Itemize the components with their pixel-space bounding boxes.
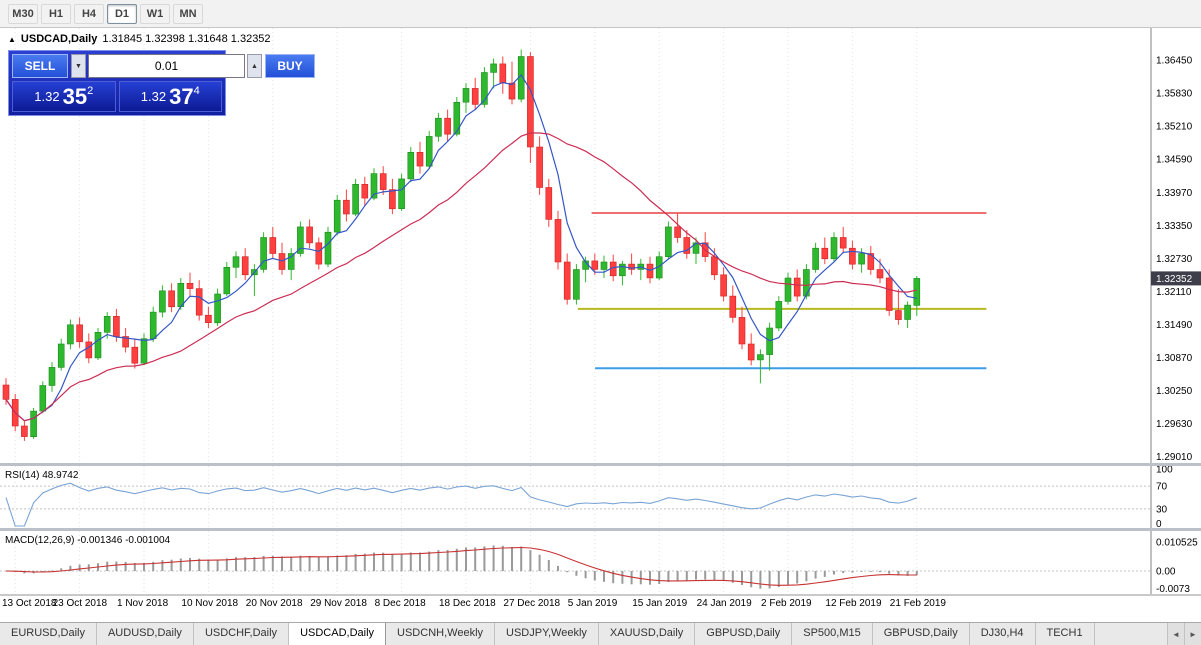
volume-control: ▼ ▲ <box>71 54 262 78</box>
date-label: 18 Dec 2018 <box>439 598 496 609</box>
panel-splitter[interactable] <box>0 594 1201 596</box>
panel-splitter[interactable] <box>0 528 1201 531</box>
chart-tabs-bar: EURUSD,Daily AUDUSD,Daily USDCHF,Daily USDC… <box>0 622 1201 645</box>
volume-input[interactable] <box>88 54 245 78</box>
svg-text:1.35210: 1.35210 <box>1156 122 1193 133</box>
date-label: 15 Jan 2019 <box>632 598 688 609</box>
svg-text:1.34590: 1.34590 <box>1156 155 1193 166</box>
svg-text:1.32110: 1.32110 <box>1156 287 1192 298</box>
chart-tab-usdcad-daily[interactable]: USDCAD,Daily <box>289 623 387 645</box>
price-chart-canvas[interactable]: 1.36450 1.35830 1.35210 1.34590 1.33970 1.333… <box>0 28 1201 463</box>
sell-button[interactable]: SELL <box>12 54 68 78</box>
macd-canvas[interactable]: 0.010525 0.00 -0.0073 <box>0 531 1201 594</box>
chart-tab-usdjpy-weekly[interactable]: USDJPY,Weekly <box>495 623 599 645</box>
svg-text:1.33970: 1.33970 <box>1156 188 1193 199</box>
buy-price-point: 4 <box>193 85 200 97</box>
rsi-indicator-label: RSI(14) 48.9742 <box>5 470 79 481</box>
rsi-canvas[interactable]: 100 70 30 0 <box>0 466 1201 528</box>
svg-text:1.35830: 1.35830 <box>1156 89 1193 100</box>
chart-tab-usdcnh-weekly[interactable]: USDCNH,Weekly <box>386 623 496 645</box>
date-label: 2 Feb 2019 <box>761 598 812 609</box>
svg-text:0: 0 <box>1156 519 1162 528</box>
timeframe-d1-button[interactable]: D1 <box>107 3 137 24</box>
date-label: 20 Nov 2018 <box>245 598 303 609</box>
svg-text:1.29010: 1.29010 <box>1156 452 1193 463</box>
chart-tab-sp500-m15[interactable]: SP500,M15 <box>792 623 873 645</box>
chart-tab-xauusd-daily[interactable]: XAUUSD,Daily <box>599 623 696 645</box>
date-label: 24 Jan 2019 <box>696 598 752 609</box>
macd-panel[interactable]: 0.010525 0.00 -0.0073 <box>0 531 1201 594</box>
macd-indicator-label: MACD(12,26,9) -0.001346 -0.001004 <box>5 535 171 546</box>
svg-text:100: 100 <box>1156 466 1173 476</box>
volume-decrease-button[interactable]: ▼ <box>71 54 86 78</box>
svg-text:0.00: 0.00 <box>1156 567 1176 578</box>
rsi-panel[interactable]: 100 70 30 0 <box>0 466 1201 528</box>
svg-text:-0.0073: -0.0073 <box>1156 584 1190 594</box>
date-label: 13 Oct 2018 <box>2 598 57 609</box>
tabs-scroll-left-button[interactable]: ◄ <box>1167 623 1184 645</box>
svg-text:30: 30 <box>1156 504 1168 515</box>
buy-price-pips: 37 <box>169 83 194 109</box>
timeframe-toolbar: M30 H1 H4 D1 W1 MN <box>0 0 1201 28</box>
date-label: 21 Feb 2019 <box>889 598 946 609</box>
svg-text:1.30250: 1.30250 <box>1156 386 1193 397</box>
date-label: 1 Nov 2018 <box>117 598 169 609</box>
date-label: 23 Oct 2018 <box>52 598 108 609</box>
chart-tab-dj30-h4[interactable]: DJ30,H4 <box>970 623 1036 645</box>
chart-symbol-label: USDCAD,Daily <box>20 33 98 45</box>
chart-ohlc-values: 1.31845 1.32398 1.31648 1.32352 <box>102 33 271 45</box>
timeframe-m30-button[interactable]: M30 <box>8 3 38 24</box>
tabs-scroll-right-button[interactable]: ► <box>1184 623 1201 645</box>
volume-increase-button[interactable]: ▲ <box>247 54 262 78</box>
date-label: 29 Nov 2018 <box>310 598 367 609</box>
trade-controls-row: SELL ▼ ▲ BUY <box>12 54 315 78</box>
svg-text:1.36450: 1.36450 <box>1156 56 1193 67</box>
chart-title: ▲ USDCAD,Daily 1.31845 1.32398 1.31648 1… <box>8 33 271 45</box>
chart-tab-audusd-daily[interactable]: AUDUSD,Daily <box>97 623 194 645</box>
buy-price-display[interactable]: 1.32 37 4 <box>118 81 222 112</box>
chart-tabs: EURUSD,Daily AUDUSD,Daily USDCHF,Daily USDC… <box>0 623 1167 645</box>
chart-tab-usdchf-daily[interactable]: USDCHF,Daily <box>194 623 290 645</box>
date-label: 12 Feb 2019 <box>825 598 882 609</box>
sell-price-display[interactable]: 1.32 35 2 <box>12 81 116 112</box>
svg-text:1.32352: 1.32352 <box>1156 274 1193 285</box>
trade-prices-row: 1.32 35 2 1.32 37 4 <box>12 81 222 112</box>
svg-text:1.33350: 1.33350 <box>1156 221 1193 232</box>
timeframe-mn-button[interactable]: MN <box>173 3 203 24</box>
tab-scroll-controls: ◄ ► <box>1167 623 1201 645</box>
svg-text:1.32730: 1.32730 <box>1156 254 1193 265</box>
panel-splitter[interactable] <box>0 463 1201 466</box>
panel-collapse-icon[interactable]: ▲ <box>8 34 16 44</box>
timeframe-w1-button[interactable]: W1 <box>140 3 170 24</box>
chart-tab-gbpusd-daily[interactable]: GBPUSD,Daily <box>873 623 970 645</box>
date-label: 8 Dec 2018 <box>374 598 426 609</box>
buy-button[interactable]: BUY <box>265 54 315 78</box>
chart-tab-eurusd-daily[interactable]: EURUSD,Daily <box>0 623 97 645</box>
sell-price-point: 2 <box>87 85 94 97</box>
svg-text:70: 70 <box>1156 482 1168 493</box>
svg-text:1.29630: 1.29630 <box>1156 419 1193 430</box>
chart-tab-tech1[interactable]: TECH1 <box>1036 623 1095 645</box>
chart-tab-gbpusd-daily[interactable]: GBPUSD,Daily <box>695 623 793 645</box>
date-axis[interactable]: 13 Oct 2018 23 Oct 2018 1 Nov 2018 10 Nov 2… <box>0 597 1201 613</box>
timeframe-h1-button[interactable]: H1 <box>41 3 71 24</box>
svg-text:1.31490: 1.31490 <box>1156 320 1193 331</box>
sell-price-pips: 35 <box>62 83 88 109</box>
date-label: 27 Dec 2018 <box>503 598 561 609</box>
svg-text:1.30870: 1.30870 <box>1156 353 1193 364</box>
timeframe-h4-button[interactable]: H4 <box>74 3 104 24</box>
date-label: 10 Nov 2018 <box>181 598 239 609</box>
buy-price-main: 1.32 <box>140 89 167 104</box>
sell-price-main: 1.32 <box>34 89 60 104</box>
svg-text:0.010525: 0.010525 <box>1156 538 1198 549</box>
date-label: 5 Jan 2019 <box>567 598 618 609</box>
one-click-trading-panel: SELL ▼ ▲ BUY 1.32 35 2 1.32 37 4 <box>8 50 315 116</box>
